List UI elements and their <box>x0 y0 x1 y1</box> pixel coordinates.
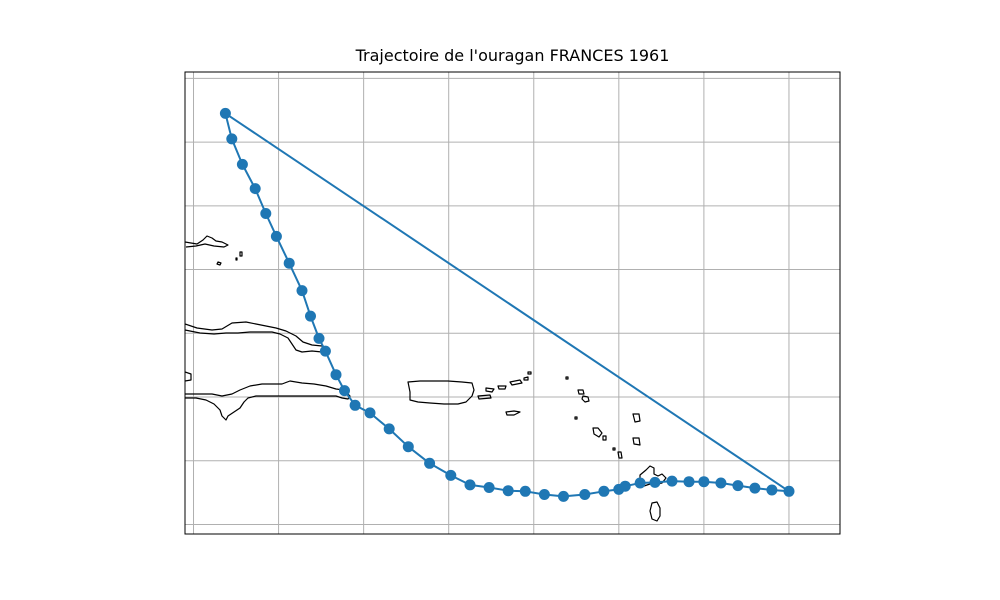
track-point <box>579 489 591 500</box>
track-point <box>424 457 436 469</box>
coastline-small-island <box>527 371 532 375</box>
track-point <box>219 107 231 119</box>
track-point <box>249 183 261 195</box>
track-point <box>666 475 678 487</box>
track-point <box>349 399 361 411</box>
track-point <box>715 477 727 489</box>
track-point <box>313 332 325 344</box>
track-point <box>619 480 631 492</box>
coastline-virgin-islands <box>523 376 529 381</box>
coastline-hispaniola-west <box>185 371 192 382</box>
track-point <box>502 485 514 497</box>
track-point <box>305 310 316 322</box>
track-point <box>226 133 238 145</box>
coastline-small-island <box>577 389 585 395</box>
track-point <box>464 479 476 491</box>
track-point <box>649 476 661 488</box>
coastline-virgin-islands <box>477 394 492 400</box>
track-point <box>598 485 610 497</box>
track-point <box>483 482 495 493</box>
coastline-guadeloupe <box>639 465 667 487</box>
coastline-small-island <box>632 437 641 446</box>
track-path <box>224 112 790 498</box>
track-point <box>339 385 350 397</box>
coastline-virgin-islands <box>485 387 495 393</box>
coastlines <box>185 235 677 522</box>
coastline-small-island <box>617 451 623 459</box>
hurricane-track-points <box>219 107 795 502</box>
coastline-small-island <box>602 435 607 441</box>
hurricane-track-line <box>224 112 790 498</box>
coastline-cuba <box>185 321 329 353</box>
track-point <box>383 423 395 435</box>
plot-frame <box>184 71 841 535</box>
coastline-small-island <box>235 257 238 261</box>
track-point <box>296 285 308 297</box>
coastline-antigua <box>632 413 641 423</box>
track-point <box>538 489 550 500</box>
coastline-hispaniola <box>185 380 351 421</box>
track-point <box>634 477 646 489</box>
track-point <box>283 257 295 269</box>
track-point <box>732 480 744 492</box>
coastline-small-island <box>565 376 569 380</box>
track-point <box>364 407 376 419</box>
track-point <box>260 208 272 219</box>
track-point <box>445 469 457 481</box>
track-point <box>558 490 569 502</box>
coastline-small-island <box>216 261 222 266</box>
coastline-puerto-rico <box>407 380 475 405</box>
coastline-virgin-islands <box>497 385 507 390</box>
coastline-small-island <box>239 251 243 257</box>
track-point <box>683 476 695 488</box>
coastline-dominica <box>649 501 661 522</box>
track-point <box>319 345 331 357</box>
track-point <box>519 485 531 497</box>
coastline-virgin-islands <box>509 379 523 386</box>
map-title: Trajectoire de l'ouragan FRANCES 1961 <box>355 46 670 65</box>
coastline-small-island <box>581 395 590 403</box>
coastline-small-island <box>574 416 578 420</box>
track-point <box>330 369 342 381</box>
track-point <box>698 476 710 488</box>
track-point <box>783 485 795 497</box>
track-point <box>270 230 282 242</box>
coastline-small-island <box>592 427 603 438</box>
track-point <box>236 158 248 170</box>
coastline-st-croix <box>505 410 521 416</box>
track-point <box>749 482 761 494</box>
gridlines <box>185 72 840 534</box>
track-point <box>402 441 414 453</box>
coastline-bahamas-island <box>185 235 229 248</box>
track-point <box>766 484 778 496</box>
coastline-small-island <box>612 447 616 451</box>
